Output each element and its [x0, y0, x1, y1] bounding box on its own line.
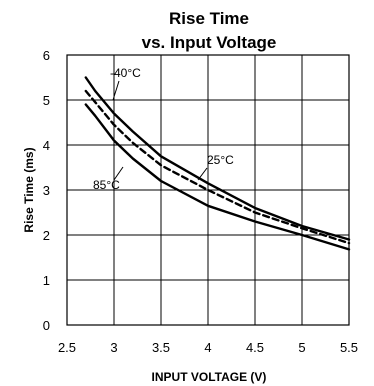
y-tick-label: 0 [43, 318, 50, 333]
annotation-label: 85°C [93, 178, 120, 192]
series-line-25c [84, 89, 351, 245]
annotation-leader [112, 80, 120, 101]
annotations: -40°C 25°C 85°C [93, 66, 234, 192]
x-tick-label: 4 [204, 340, 211, 355]
x-axis-label: INPUT VOLTAGE (V) [152, 370, 267, 384]
y-tick-label: 1 [43, 273, 50, 288]
x-tick-label: 4.5 [246, 340, 264, 355]
x-tick-label: 3 [110, 340, 117, 355]
x-tick-label: 5 [298, 340, 305, 355]
y-tick-label: 2 [43, 228, 50, 243]
y-tick-label: 3 [43, 183, 50, 198]
plot-frame [66, 54, 350, 326]
annotation-leader [113, 166, 124, 181]
annotation-label: -40°C [110, 66, 141, 80]
y-axis-label: Rise Time (ms) [22, 147, 36, 232]
series-line-85c [84, 103, 351, 251]
axis-ticks: 2.5 3 3.5 4 4.5 5 5.5 0 1 2 3 4 5 6 [43, 48, 358, 355]
y-tick-label: 4 [43, 138, 50, 153]
chart-title: Rise Time [169, 9, 249, 28]
y-tick-label: 6 [43, 48, 50, 63]
series-line-40c [84, 76, 351, 241]
grid [66, 54, 350, 326]
x-tick-label: 5.5 [340, 340, 358, 355]
x-tick-label: 3.5 [152, 340, 170, 355]
series-lines [84, 76, 351, 251]
chart-subtitle: vs. Input Voltage [142, 33, 277, 52]
annotation-label: 25°C [207, 153, 234, 167]
y-tick-label: 5 [43, 93, 50, 108]
x-tick-label: 2.5 [58, 340, 76, 355]
annotation-leader [197, 167, 208, 181]
